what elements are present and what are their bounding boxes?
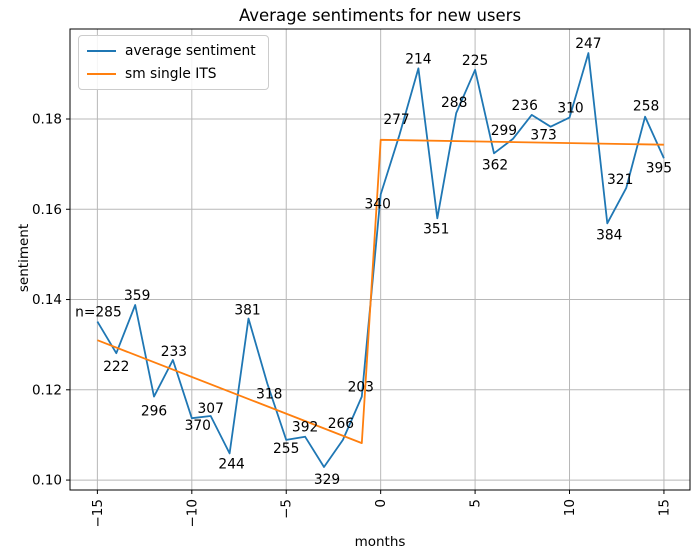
line-swatch-orange-icon (87, 73, 116, 75)
point-label: 318 (256, 387, 282, 403)
point-label: 351 (423, 221, 449, 237)
point-label: 321 (607, 172, 633, 188)
series-line-sm-single-its (97, 138, 664, 445)
series-line-average-sentiment (96, 52, 665, 468)
point-label: 255 (273, 441, 299, 457)
legend-label: sm single ITS (125, 66, 217, 82)
x-tick-label: 5 (468, 499, 484, 508)
point-label: 340 (365, 196, 391, 212)
point-label: 244 (218, 456, 244, 472)
y-tick-label: 0.10 (32, 473, 62, 489)
plot-frame (69, 28, 691, 491)
point-label: 258 (633, 99, 659, 115)
y-axis-label: sentiment (16, 223, 32, 293)
point-label: 307 (198, 401, 224, 417)
point-label: 277 (383, 112, 409, 128)
point-label: 299 (491, 123, 517, 139)
x-tick-label: −10 (184, 499, 200, 528)
legend-label: average sentiment (125, 43, 256, 59)
point-label: 370 (185, 418, 211, 434)
point-label: 236 (512, 98, 538, 114)
point-label: 384 (596, 227, 622, 243)
point-label: 266 (328, 416, 354, 432)
x-tick-label: 10 (562, 499, 578, 516)
x-tick-label: 0 (373, 499, 389, 508)
point-label: 362 (482, 157, 508, 173)
y-tick-label: 0.12 (32, 382, 62, 398)
legend-item-average-sentiment: average sentiment (87, 41, 256, 61)
legend: average sentiment sm single ITS (78, 35, 269, 90)
point-label: 395 (646, 160, 672, 176)
point-label: 203 (348, 380, 374, 396)
point-label: 225 (462, 53, 488, 69)
x-tick-label: −15 (90, 499, 106, 528)
point-label: 296 (141, 404, 167, 420)
point-label: 359 (124, 288, 150, 304)
x-tick-label: 15 (656, 499, 672, 516)
point-label: 329 (314, 472, 340, 488)
point-label: 222 (103, 359, 129, 375)
point-label: 288 (441, 95, 467, 111)
point-label: 373 (530, 128, 556, 144)
x-axis-label: months (354, 534, 406, 550)
point-label: 247 (575, 36, 601, 52)
y-tick-label: 0.16 (32, 202, 62, 218)
gridlines (70, 29, 690, 490)
point-label: 392 (292, 420, 318, 436)
point-label: 214 (405, 51, 431, 67)
y-tick-label: 0.18 (32, 111, 62, 127)
point-label: n=285 (75, 305, 122, 321)
y-tick-label: 0.14 (32, 292, 62, 308)
point-label: 233 (161, 344, 187, 360)
x-tick-label: −5 (279, 499, 295, 519)
line-swatch-blue-icon (87, 50, 116, 52)
legend-item-sm-single-its: sm single ITS (87, 64, 256, 84)
chart-title: Average sentiments for new users (238, 6, 522, 25)
point-label: 310 (557, 101, 583, 117)
point-label: 381 (234, 303, 260, 319)
axis-ticks: −15 −10 −5 0 5 10 15 0.10 0.12 0.14 0.16 0.18 (32, 111, 673, 527)
